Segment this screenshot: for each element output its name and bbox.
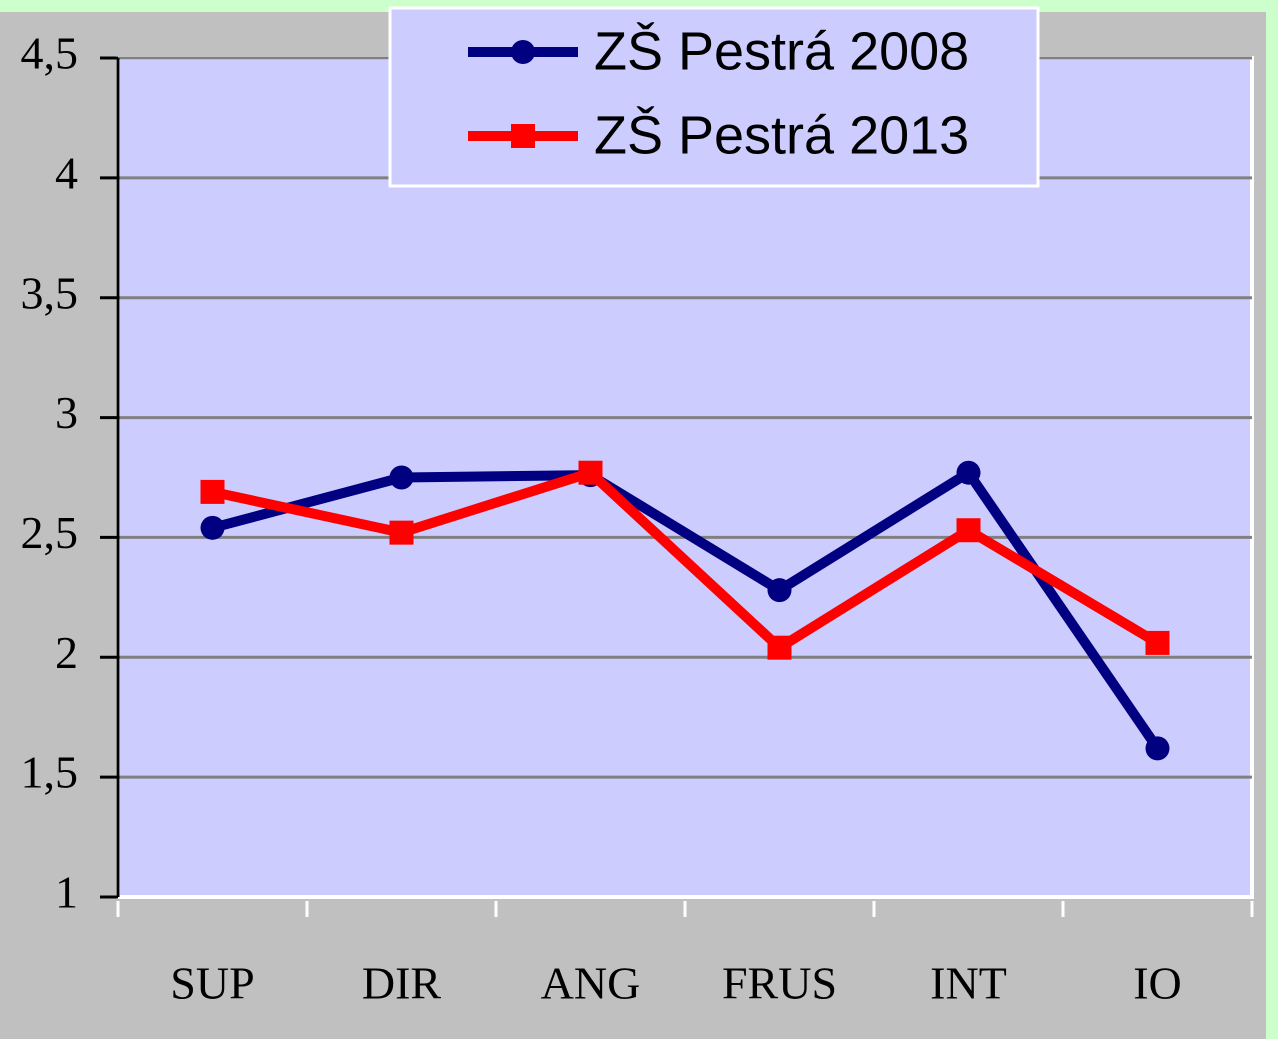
x-tick-label: INT — [930, 958, 1007, 1009]
marker — [956, 460, 981, 485]
x-tick-label: DIR — [362, 958, 442, 1009]
marker — [578, 460, 603, 485]
marker — [200, 515, 225, 540]
legend-marker — [511, 40, 535, 64]
marker — [767, 578, 792, 603]
legend — [388, 6, 1040, 188]
x-tick-label: SUP — [170, 958, 254, 1009]
y-tick-label: 1 — [55, 867, 78, 918]
legend-label: ZŠ Pestrá 2013 — [594, 105, 969, 165]
marker — [389, 465, 414, 490]
x-tick-label: FRUS — [722, 958, 837, 1009]
marker — [1145, 736, 1170, 761]
line — [211, 467, 1161, 653]
line — [211, 467, 1162, 752]
marker — [389, 520, 414, 545]
x-tick-label: ANG — [541, 958, 641, 1009]
y-tick-label: 4,5 — [21, 28, 79, 79]
marker — [956, 518, 981, 543]
y-tick-label: 2 — [55, 627, 78, 678]
plot-area — [116, 56, 1254, 899]
marker — [1145, 630, 1170, 655]
legend-marker — [511, 124, 535, 148]
y-tick-label: 2,5 — [21, 507, 79, 558]
marker — [200, 479, 225, 504]
marker — [767, 635, 792, 660]
y-tick-label: 3,5 — [21, 267, 79, 318]
y-tick-label: 4 — [55, 147, 78, 198]
legend-label: ZŠ Pestrá 2008 — [594, 21, 969, 81]
y-tick-label: 3 — [55, 387, 78, 438]
x-tick-label: IO — [1133, 958, 1182, 1009]
y-tick-label: 1,5 — [21, 747, 79, 798]
